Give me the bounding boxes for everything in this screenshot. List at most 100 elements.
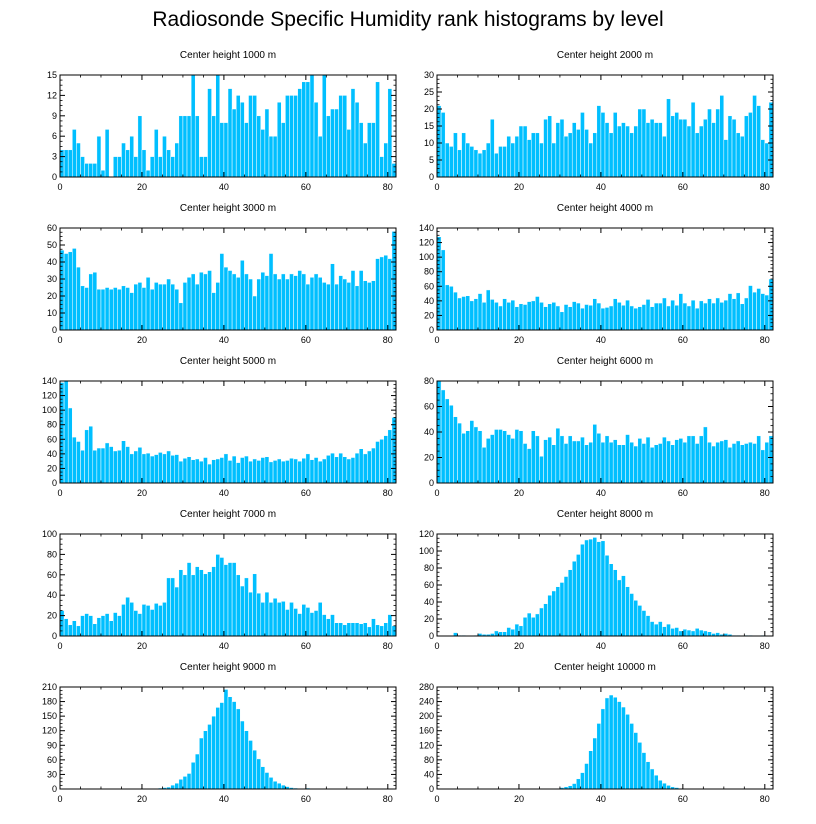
- histogram-bar: [457, 422, 462, 484]
- histogram-bar: [219, 557, 225, 637]
- histogram-bar: [547, 436, 552, 484]
- histogram-bar: [125, 446, 130, 484]
- histogram-bar: [739, 444, 745, 484]
- histogram-bar: [645, 761, 651, 790]
- y-tick-label: 30: [47, 274, 57, 284]
- y-tick-label: 120: [419, 238, 434, 248]
- histogram-bar: [162, 283, 167, 331]
- histogram-bar: [653, 122, 659, 178]
- histogram-bar: [219, 457, 225, 484]
- histogram-bar: [735, 292, 741, 331]
- histogram-bar: [100, 447, 106, 484]
- y-tick-label: 40: [47, 590, 57, 600]
- histogram-bar: [203, 730, 208, 790]
- histogram-bar: [321, 282, 327, 331]
- histogram-bar: [621, 575, 626, 637]
- y-tick-label: 0: [429, 172, 434, 182]
- histogram-bar: [260, 129, 266, 178]
- histogram-bar: [264, 275, 270, 331]
- histogram-bar: [383, 254, 389, 331]
- histogram-bar: [387, 429, 393, 484]
- y-tick-label: 60: [47, 223, 57, 233]
- histogram-bar: [301, 273, 307, 331]
- x-tick-label: 60: [678, 488, 688, 498]
- histogram-bar: [125, 149, 130, 178]
- histogram-bar: [621, 706, 626, 790]
- histogram-bar: [256, 758, 262, 790]
- histogram-bar: [662, 626, 667, 637]
- histogram-bar: [231, 562, 237, 637]
- histogram-bar: [342, 624, 348, 637]
- histogram-bar: [108, 288, 114, 331]
- histogram-bar: [707, 108, 712, 178]
- histogram-bar: [387, 614, 393, 637]
- y-tick-label: 120: [42, 726, 57, 736]
- histogram-bar: [514, 306, 520, 331]
- histogram-bar: [88, 425, 94, 484]
- histogram-bar: [190, 74, 196, 178]
- histogram-bar: [506, 627, 512, 637]
- histogram-bar: [260, 766, 266, 790]
- histogram-bar: [744, 297, 749, 331]
- histogram-bar: [330, 108, 335, 178]
- histogram-bar: [354, 452, 360, 484]
- histogram-bar: [465, 430, 471, 484]
- histogram-bar: [137, 447, 143, 484]
- histogram-bar: [678, 438, 684, 484]
- histogram-bar: [108, 446, 114, 484]
- histogram-panel: Center height 4000 m 0 20 40 60 80 0 20 40 60 80 10…: [419, 203, 774, 345]
- histogram-bar: [440, 389, 446, 484]
- histogram-bar: [367, 626, 372, 637]
- histogram-bar: [539, 455, 544, 484]
- histogram-bar: [674, 304, 680, 331]
- histogram-bar: [158, 605, 163, 637]
- x-tick-label: 80: [760, 488, 770, 498]
- histogram-bar: [690, 101, 696, 178]
- histogram-bar: [207, 270, 212, 331]
- histogram-bar: [711, 302, 716, 331]
- histogram-bar: [490, 434, 495, 484]
- histogram-bar: [584, 539, 589, 637]
- y-tick-label: 80: [424, 267, 434, 277]
- histogram-bar: [301, 81, 307, 178]
- histogram-bar: [186, 456, 192, 484]
- x-tick-label: 40: [219, 335, 229, 345]
- histogram-bar: [268, 461, 274, 484]
- x-tick-label: 80: [760, 335, 770, 345]
- histogram-bar: [375, 258, 380, 331]
- histogram-bar: [510, 628, 516, 637]
- histogram-bar: [576, 302, 581, 331]
- histogram-bar: [133, 450, 139, 484]
- histogram-bar: [207, 724, 212, 790]
- histogram-bar: [530, 132, 536, 178]
- histogram-bar: [543, 118, 548, 178]
- histogram-bar: [309, 74, 315, 178]
- histogram-bar: [514, 623, 520, 637]
- histogram-bar: [276, 602, 282, 637]
- histogram-bar: [199, 737, 204, 790]
- x-tick-label: 20: [137, 335, 147, 345]
- histogram-bar: [76, 625, 81, 637]
- histogram-bar: [764, 441, 770, 484]
- histogram-bar: [530, 617, 536, 637]
- histogram-bar: [346, 622, 352, 637]
- histogram-bar: [268, 253, 274, 331]
- histogram-bar: [285, 278, 290, 331]
- histogram-bar: [698, 435, 704, 484]
- histogram-bar: [510, 438, 516, 484]
- histogram-bar: [88, 615, 94, 637]
- histogram-bar: [760, 293, 766, 331]
- histogram-bar: [662, 436, 667, 484]
- histogram-bar: [547, 303, 552, 331]
- histogram-bar: [158, 156, 163, 178]
- histogram-bar: [645, 436, 651, 484]
- histogram-bar: [145, 452, 151, 484]
- histogram-bar: [223, 266, 229, 331]
- histogram-bar: [305, 283, 311, 331]
- histogram-bar: [727, 293, 733, 331]
- x-tick-label: 0: [57, 794, 62, 804]
- y-tick-label: 60: [424, 580, 434, 590]
- panel-title: Center height 9000 m: [180, 662, 276, 673]
- y-tick-label: 90: [47, 740, 57, 750]
- histogram-bar: [653, 774, 659, 790]
